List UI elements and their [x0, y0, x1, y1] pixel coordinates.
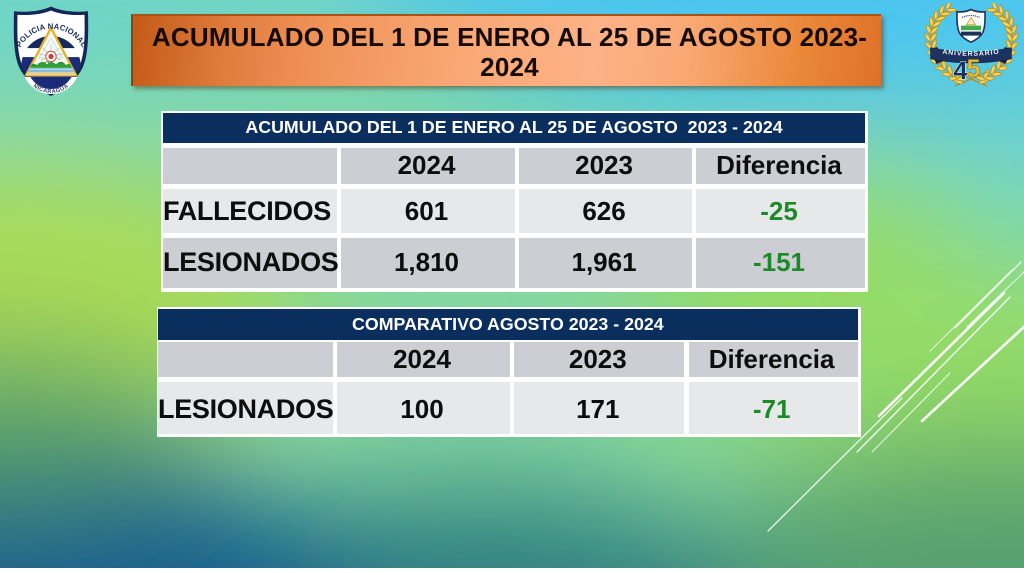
svg-text:5: 5 — [967, 55, 981, 83]
svg-text:ANIVERSARIO: ANIVERSARIO — [942, 49, 1000, 58]
svg-text:4: 4 — [954, 57, 968, 85]
svg-text:NICARAGUA: NICARAGUA — [32, 83, 70, 95]
